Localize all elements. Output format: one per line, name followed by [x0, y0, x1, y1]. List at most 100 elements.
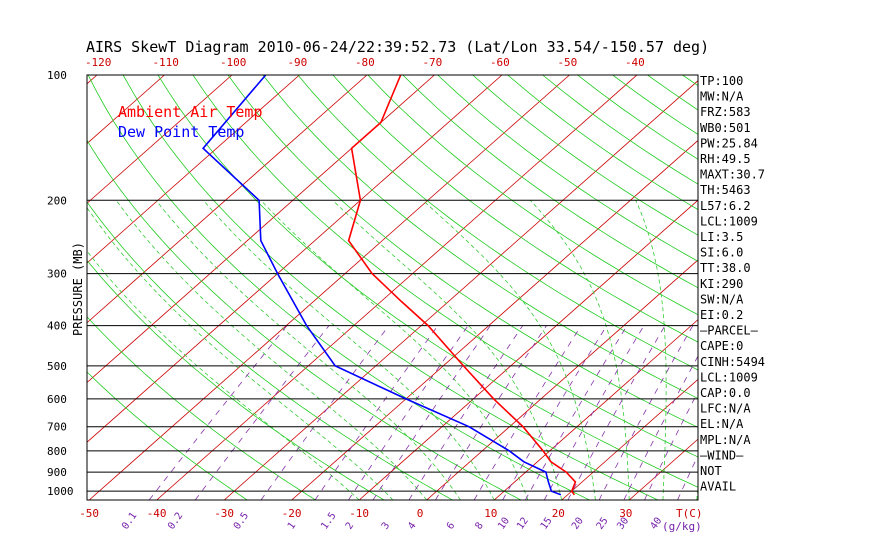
- pressure-tick-label: 1000: [47, 485, 74, 498]
- index-item: —PARCEL—: [700, 324, 759, 338]
- index-item: LCL:1009: [700, 370, 758, 384]
- mixing-ratio-line: [148, 325, 288, 500]
- mixing-ratio-line: [372, 325, 491, 500]
- index-item: MAXT:30.7: [700, 168, 765, 182]
- isotherm-line: [561, 378, 698, 500]
- mixing-ratio-line: [260, 325, 390, 500]
- pressure-tick-label: 300: [47, 268, 67, 281]
- mixing-ratio-label: 6: [445, 520, 457, 531]
- isotherm-line: [88, 75, 570, 500]
- mixing-ratio-label: 4: [406, 520, 418, 531]
- index-item: CINH:5494: [700, 355, 765, 369]
- mixing-ratio-line: [644, 390, 698, 500]
- index-item: TP:100: [700, 74, 743, 88]
- dry-adiabat-line: [647, 75, 698, 111]
- pressure-tick-label: 700: [47, 421, 67, 434]
- mixing-ratio-line: [543, 325, 645, 500]
- isotherm-line: [493, 319, 698, 500]
- dry-adiabat-line: [157, 75, 698, 488]
- mixing-ratio-line: [314, 325, 439, 500]
- index-item: EI:0.2: [700, 308, 743, 322]
- mixing-ratio-label: 0.5: [232, 511, 251, 532]
- index-item: FRZ:583: [700, 105, 751, 119]
- isotherm-line: [0, 75, 29, 500]
- index-item: —WIND—: [700, 448, 744, 462]
- moist-adiabat-line: [422, 200, 596, 500]
- moist-adiabat-line: [87, 207, 394, 500]
- dry-adiabat-line: [87, 139, 522, 500]
- dry-adiabat-line: [262, 75, 698, 399]
- moist-adiabat-line: [87, 250, 360, 500]
- temp-tick-label: 10: [484, 507, 497, 520]
- index-item: PW:25.84: [700, 136, 758, 150]
- dry-adiabat-line: [437, 75, 698, 262]
- temp-tick-label: -30: [214, 507, 234, 520]
- mixing-ratio-line: [623, 355, 698, 500]
- index-item: WB0:501: [700, 121, 751, 135]
- pressure-tick-label: 500: [47, 360, 67, 373]
- dry-adiabat-line: [297, 75, 698, 371]
- pressure-tick-label: 600: [47, 393, 67, 406]
- mixing-ratio-line: [194, 325, 330, 500]
- top-temp-tick-label: -100: [220, 56, 247, 69]
- mixing-ratio-label: 0.2: [166, 511, 185, 532]
- grid: [0, 75, 870, 500]
- moist-adiabat-line: [115, 200, 428, 500]
- temp-tick-label: -50: [79, 507, 99, 520]
- temp-tick-label: -20: [282, 507, 302, 520]
- mixing-ratio-unit: (g/kg): [662, 520, 702, 533]
- mixing-ratio-line: [502, 325, 608, 500]
- pressure-tick-label: 400: [47, 320, 67, 333]
- isotherm-line: [223, 80, 698, 500]
- pressure-tick-label: 200: [47, 194, 67, 207]
- mixing-ratio-line: [473, 325, 582, 500]
- top-temp-tick-label: -90: [287, 56, 307, 69]
- top-temp-tick-label: -40: [625, 56, 645, 69]
- isotherm-line: [87, 75, 300, 264]
- mixing-ratio-label: 0.1: [120, 511, 139, 532]
- index-item: CAPE:0: [700, 339, 743, 353]
- top-temp-tick-label: -50: [557, 56, 577, 69]
- series-line-ambient-air-temp: [347, 75, 577, 496]
- index-item: TT:38.0: [700, 261, 751, 275]
- dry-adiabat-line: [402, 75, 698, 289]
- index-item: LI:3.5: [700, 230, 743, 244]
- dry-adiabat-line: [87, 371, 248, 500]
- index-item: NOT: [700, 464, 722, 478]
- temp-tick-label: 0: [417, 507, 424, 520]
- moist-adiabat-line: [635, 200, 667, 500]
- mixing-ratio-label: 1: [286, 520, 298, 531]
- moist-adiabat-line: [202, 200, 495, 500]
- index-item: CAP:0.0: [700, 386, 751, 400]
- moist-adiabat-line: [155, 200, 461, 500]
- isobars: 100 200 300 400 500 600 700 800 900 1000: [47, 69, 698, 498]
- isotherm-line: [426, 259, 698, 500]
- moist-adiabat-line: [332, 200, 563, 500]
- legend-entry: Dew Point Temp: [118, 123, 244, 141]
- index-item: SW:N/A: [700, 292, 744, 306]
- y-axis-label: PRESSURE (MB): [71, 242, 85, 336]
- legend: Ambient Air Temp Dew Point Temp: [118, 103, 263, 141]
- isotherm-line: [87, 75, 368, 324]
- series-line-dew-point-temp: [201, 75, 562, 496]
- top-temp-tick-label: -110: [152, 56, 179, 69]
- top-temp-tick-label: -80: [355, 56, 375, 69]
- isotherm-line: [87, 75, 233, 204]
- index-item: SI:6.0: [700, 246, 743, 260]
- mixing-ratio-label: 10: [496, 516, 512, 532]
- dry-adiabat-line: [87, 259, 385, 500]
- top-temp-tick-label: -70: [422, 56, 442, 69]
- mixing-ratio-label: 3: [380, 520, 392, 531]
- temp-unit-label: T(C): [676, 507, 703, 520]
- isotherm-line: [764, 75, 870, 500]
- index-item: LFC:N/A: [700, 402, 751, 416]
- temp-tick-label: -40: [147, 507, 167, 520]
- mixing-ratio-label: 1.5: [319, 511, 338, 532]
- isotherm-line: [156, 75, 638, 500]
- plot-frame: [86, 74, 699, 501]
- index-item: EL:N/A: [700, 417, 744, 431]
- moist-adiabat-line: [260, 200, 529, 500]
- mixing-ratio-label: 12: [515, 516, 531, 532]
- index-item: LCL:1009: [700, 214, 758, 228]
